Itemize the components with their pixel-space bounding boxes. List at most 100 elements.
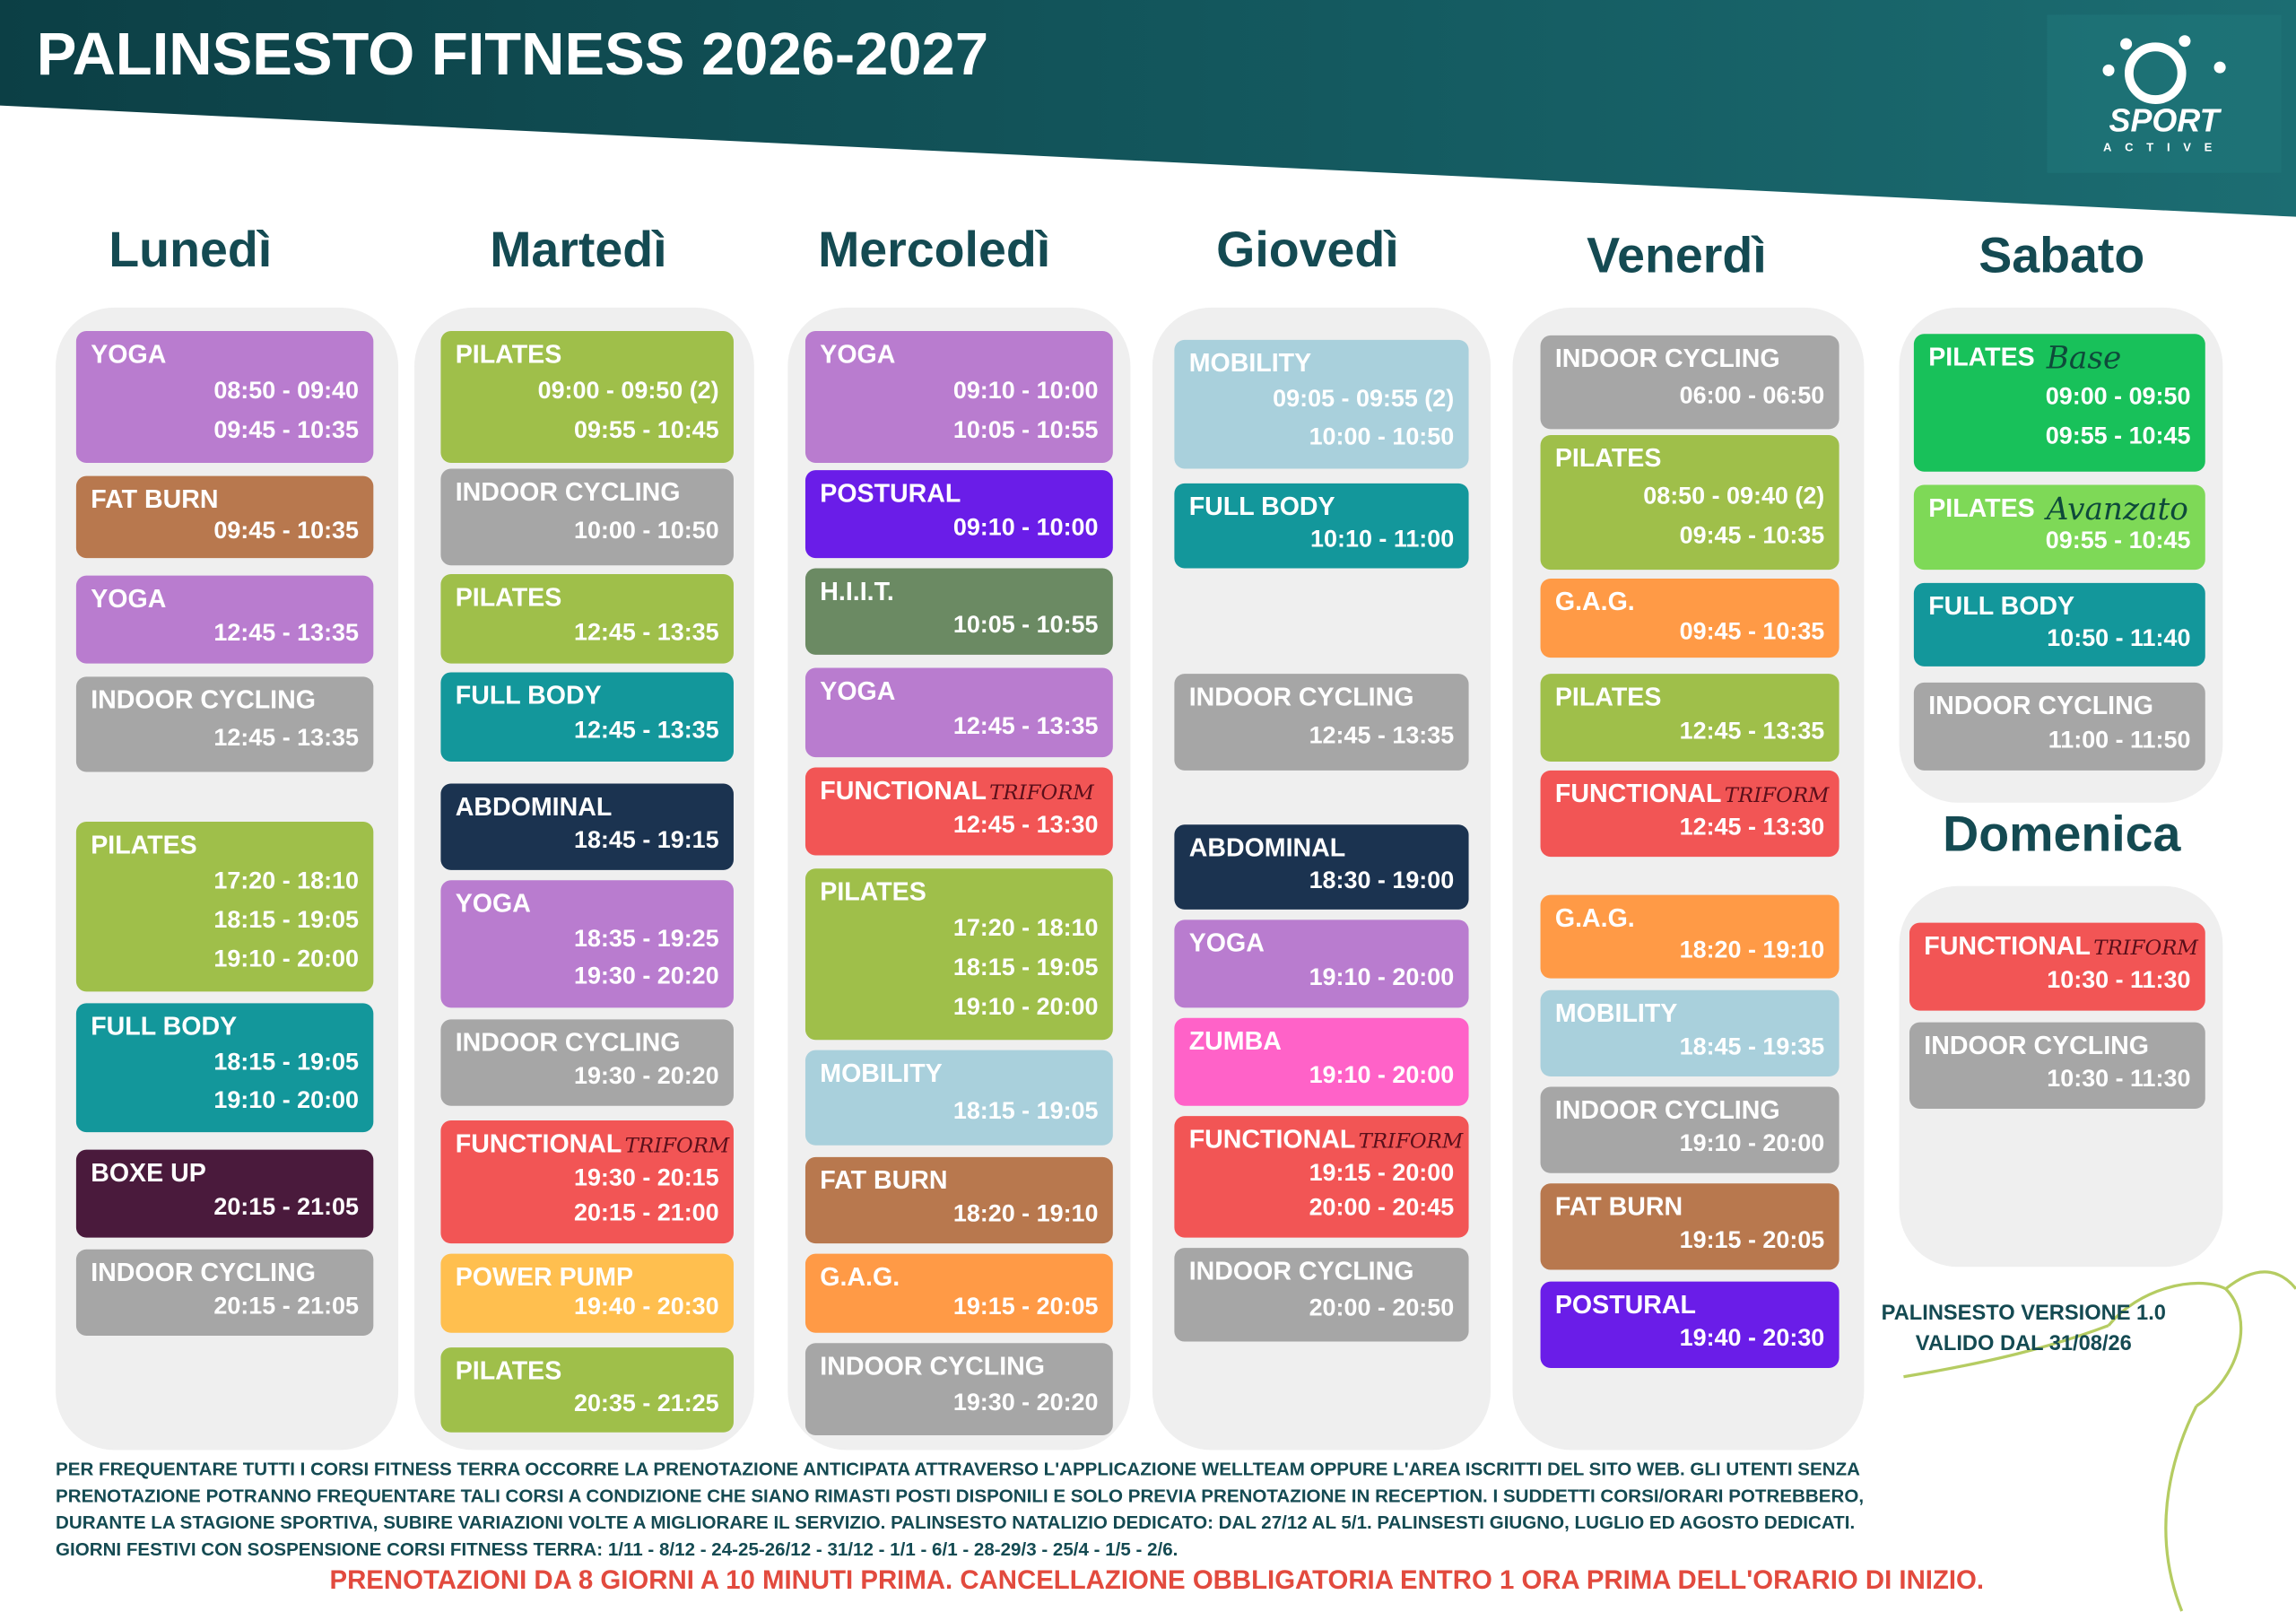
class-name: INDOOR CYCLING bbox=[456, 478, 681, 507]
class-time: 20:35 - 21:25 bbox=[574, 1390, 719, 1416]
class-time: 12:45 - 13:35 bbox=[953, 712, 1099, 739]
class-time: 18:15 - 19:05 bbox=[953, 954, 1099, 980]
class-name: MOBILITY bbox=[1555, 999, 1677, 1028]
class-name: G.A.G. bbox=[1555, 904, 1635, 933]
class-name: POSTURAL bbox=[1555, 1291, 1696, 1320]
class-time: 12:45 - 13:35 bbox=[1309, 721, 1455, 748]
class-card bbox=[75, 331, 374, 463]
class-time: 18:45 - 19:15 bbox=[574, 826, 719, 853]
class-card bbox=[1540, 894, 1839, 979]
class-time: 19:10 - 20:00 bbox=[1309, 1061, 1455, 1088]
class-name: INDOOR CYCLING bbox=[1189, 1257, 1414, 1285]
class-time: 20:00 - 20:50 bbox=[1309, 1294, 1455, 1321]
class-time: 19:10 - 20:00 bbox=[1680, 1129, 1825, 1156]
class-name: INDOOR CYCLING bbox=[456, 1029, 681, 1058]
class-time: 18:20 - 19:10 bbox=[953, 1199, 1099, 1226]
class-time: 19:30 - 20:20 bbox=[953, 1389, 1099, 1416]
footer-warning: PRENOTAZIONI DA 8 GIORNI A 10 MINUTI PRI… bbox=[329, 1565, 1984, 1595]
class-time: 12:45 - 13:35 bbox=[1680, 717, 1825, 744]
class-time: 19:10 - 20:00 bbox=[213, 1086, 359, 1113]
class-card bbox=[1174, 674, 1469, 771]
class-name: PILATES bbox=[456, 583, 561, 612]
class-time: 12:45 - 13:35 bbox=[213, 724, 359, 751]
footer-note: GIORNI FESTIVI CON SOSPENSIONE CORSI FIT… bbox=[56, 1539, 1178, 1560]
class-time: 19:15 - 20:05 bbox=[953, 1293, 1099, 1320]
class-card bbox=[75, 1249, 374, 1337]
class-name: BOXE UP bbox=[91, 1159, 206, 1188]
class-time: 08:50 - 09:40 bbox=[213, 377, 359, 404]
class-name: MOBILITY bbox=[1189, 349, 1311, 378]
class-card bbox=[1913, 334, 2205, 472]
class-name: G.A.G. bbox=[1555, 588, 1635, 616]
class-time: 09:45 - 10:35 bbox=[213, 416, 359, 443]
class-name: FULL BODY bbox=[91, 1013, 237, 1041]
day-name: Lunedì bbox=[109, 222, 272, 277]
class-time: 09:55 - 10:45 bbox=[2046, 527, 2191, 553]
class-name: ABDOMINAL bbox=[1189, 834, 1346, 863]
class-card bbox=[1174, 1248, 1469, 1342]
class-time: 09:55 - 10:45 bbox=[574, 416, 719, 443]
class-name: PILATES bbox=[456, 340, 561, 369]
class-card bbox=[1540, 578, 1839, 658]
class-card bbox=[75, 475, 374, 559]
class-card bbox=[440, 1347, 734, 1433]
class-time: 19:15 - 20:00 bbox=[1309, 1159, 1455, 1186]
header-band bbox=[0, 0, 2296, 217]
class-name: PILATES bbox=[1555, 683, 1662, 711]
class-card bbox=[440, 880, 734, 1008]
class-time: 18:20 - 19:10 bbox=[1680, 937, 1825, 963]
class-name: FUNCTIONAL bbox=[456, 1129, 622, 1158]
class-name: FUNCTIONAL bbox=[1924, 932, 2091, 961]
logo-dot bbox=[2102, 64, 2115, 76]
class-card bbox=[804, 1253, 1113, 1333]
class-time: 12:45 - 13:30 bbox=[1680, 813, 1825, 840]
class-time: 10:30 - 11:30 bbox=[2047, 1065, 2190, 1092]
class-card bbox=[1913, 682, 2205, 771]
class-time: 19:30 - 20:20 bbox=[574, 963, 719, 989]
class-time: 19:40 - 20:30 bbox=[1680, 1324, 1825, 1351]
class-time: 09:45 - 10:35 bbox=[1680, 617, 1825, 644]
class-card bbox=[1174, 919, 1469, 1008]
class-card bbox=[1909, 922, 2205, 1011]
class-card bbox=[1540, 1086, 1839, 1173]
class-name: INDOOR CYCLING bbox=[1555, 344, 1780, 373]
class-name: INDOOR CYCLING bbox=[1555, 1096, 1780, 1125]
class-time: 10:05 - 10:55 bbox=[953, 611, 1099, 638]
class-card bbox=[440, 331, 734, 463]
class-note: TRIFORM bbox=[1359, 1130, 1464, 1154]
class-note: TRIFORM bbox=[625, 1134, 730, 1157]
class-name: YOGA bbox=[820, 340, 895, 369]
class-time: 09:55 - 10:45 bbox=[2046, 423, 2191, 449]
day-name: Sabato bbox=[1979, 228, 2144, 283]
class-time: 19:40 - 20:30 bbox=[574, 1293, 719, 1320]
class-name: YOGA bbox=[820, 677, 895, 706]
class-name: PILATES bbox=[1555, 444, 1662, 473]
day-name: Martedì bbox=[490, 222, 666, 277]
version-line: VALIDO DAL 31/08/26 bbox=[1916, 1332, 2132, 1355]
class-card bbox=[1174, 339, 1469, 469]
class-card bbox=[1540, 434, 1839, 571]
class-card bbox=[804, 470, 1113, 559]
class-time: 10:10 - 11:00 bbox=[1310, 526, 1454, 553]
class-note: TRIFORM bbox=[989, 781, 1094, 805]
class-time: 09:45 - 10:35 bbox=[213, 517, 359, 544]
class-time: 10:00 - 10:50 bbox=[574, 517, 719, 544]
class-name: INDOOR CYCLING bbox=[1924, 1032, 2149, 1060]
class-name: YOGA bbox=[456, 890, 531, 919]
day-name: Venerdì bbox=[1587, 228, 1767, 283]
class-time: 09:05 - 09:55 (2) bbox=[1273, 385, 1454, 412]
class-time: 09:00 - 09:50 (2) bbox=[538, 377, 719, 404]
class-card bbox=[804, 767, 1113, 856]
class-card bbox=[440, 783, 734, 870]
class-card bbox=[804, 331, 1113, 463]
class-note: Base bbox=[2046, 341, 2121, 377]
page-title: PALINSESTO FITNESS 2026-2027 bbox=[37, 21, 988, 88]
class-name: INDOOR CYCLING bbox=[91, 686, 316, 715]
class-time: 10:30 - 11:30 bbox=[2047, 966, 2190, 993]
class-card bbox=[804, 1156, 1113, 1244]
class-time: 18:15 - 19:05 bbox=[953, 1097, 1099, 1124]
class-name: FAT BURN bbox=[820, 1166, 947, 1195]
class-time: 17:20 - 18:10 bbox=[213, 867, 359, 894]
class-time: 12:45 - 13:35 bbox=[213, 619, 359, 646]
